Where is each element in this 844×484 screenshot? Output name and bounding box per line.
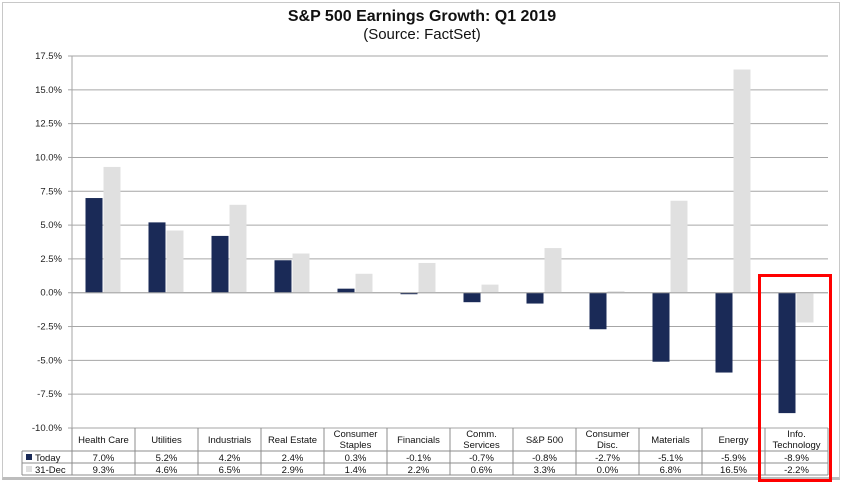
bar-31-dec-2: [229, 204, 247, 293]
table-value: 16.5%: [720, 465, 747, 476]
table-value: -2.2%: [784, 465, 809, 476]
table-value: 0.0%: [597, 465, 619, 476]
category-label: Utilities: [151, 435, 182, 446]
category-label: Technology: [772, 440, 820, 451]
table-value: 0.6%: [471, 465, 493, 476]
category-label: Financials: [397, 435, 440, 446]
bar-today-2: [211, 235, 229, 293]
y-tick-label: 0.0%: [40, 288, 62, 299]
y-tick-label: 12.5%: [35, 119, 62, 130]
bar-31-dec-6: [481, 284, 499, 293]
table-value: 1.4%: [345, 465, 367, 476]
bar-31-dec-7: [544, 248, 562, 293]
chart-title: S&P 500 Earnings Growth: Q1 2019: [287, 8, 557, 25]
bar-31-dec-4: [355, 273, 373, 293]
table-value: 5.2%: [156, 453, 178, 464]
table-value: 0.3%: [345, 453, 367, 464]
bar-today-4: [337, 288, 355, 293]
bar-31-dec-8: [607, 291, 625, 293]
category-label: Materials: [651, 435, 690, 446]
y-tick-label: 10.0%: [35, 152, 62, 163]
table-value: -0.8%: [532, 453, 557, 464]
bar-today-9: [652, 292, 670, 362]
y-tick-label: -10.0%: [32, 423, 63, 434]
legend-swatch-31-dec: [26, 466, 32, 472]
y-axis: 17.5% 15.0% 12.5% 10.0% 7.5% 5.0% 2.5% 0.0% -2.5…: [32, 51, 73, 434]
y-tick-label: -2.5%: [37, 322, 62, 333]
bar-today-3: [274, 260, 292, 293]
table-value: 4.6%: [156, 465, 178, 476]
y-tick-label: -5.0%: [37, 355, 62, 366]
bar-today-10: [715, 292, 733, 373]
y-tick-label: -7.5%: [37, 389, 62, 400]
bar-today-6: [463, 292, 481, 303]
category-label: Consumer: [586, 429, 630, 440]
table-value: -0.7%: [469, 453, 494, 464]
table-value: 2.9%: [282, 465, 304, 476]
category-label: Disc.: [597, 440, 618, 451]
chart-subtitle: (Source: FactSet): [363, 26, 481, 43]
y-tick-label: 7.5%: [40, 186, 62, 197]
category-label: Industrials: [208, 435, 252, 446]
table-value: 6.8%: [660, 465, 682, 476]
table-value: 7.0%: [93, 453, 115, 464]
category-label: Health Care: [78, 435, 129, 446]
bar-31-dec-10: [733, 69, 751, 293]
bar-today-0: [85, 198, 103, 293]
highlight-box-info-technology: [758, 274, 832, 482]
bar-31-dec-11: [796, 292, 814, 323]
category-label: Energy: [718, 435, 748, 446]
category-label: Consumer: [334, 429, 378, 440]
category-label: S&P 500: [526, 435, 563, 446]
legend-label: Today: [35, 453, 61, 464]
table-value: 9.3%: [93, 465, 115, 476]
table-value: 2.4%: [282, 453, 304, 464]
gridlines: [72, 55, 828, 429]
legend-label: 31-Dec: [35, 465, 66, 476]
y-tick-label: 5.0%: [40, 220, 62, 231]
category-label: Real Estate: [268, 435, 317, 446]
table-value: 6.5%: [219, 465, 241, 476]
bar-today-5: [400, 292, 418, 295]
table-value: -8.9%: [784, 453, 809, 464]
category-label: Comm.: [466, 429, 497, 440]
table-value: -0.1%: [406, 453, 431, 464]
category-label: Info.: [787, 429, 806, 440]
table-value: 4.2%: [219, 453, 241, 464]
table-value: 2.2%: [408, 465, 430, 476]
table-value: -5.9%: [721, 453, 746, 464]
table-value: -5.1%: [658, 453, 683, 464]
data-table: Health Care Utilities Industrials Real Esta…: [21, 428, 829, 476]
category-label: Services: [463, 440, 500, 451]
table-value: 3.3%: [534, 465, 556, 476]
bar-31-dec-9: [670, 200, 688, 293]
bar-31-dec-5: [418, 262, 436, 293]
y-tick-label: 17.5%: [35, 51, 62, 62]
category-label: Staples: [340, 440, 372, 451]
bar-today-8: [589, 292, 607, 330]
bar-31-dec-0: [103, 166, 121, 293]
bar-today-1: [148, 222, 166, 293]
bar-today-11: [778, 292, 796, 414]
bar-31-dec-1: [166, 230, 184, 293]
y-tick-label: 15.0%: [35, 85, 62, 96]
bar-today-7: [526, 292, 544, 304]
table-value: -2.7%: [595, 453, 620, 464]
bar-31-dec-3: [292, 253, 310, 293]
legend-swatch-today: [26, 454, 32, 460]
y-tick-label: 2.5%: [40, 254, 62, 265]
bars: [72, 69, 828, 414]
